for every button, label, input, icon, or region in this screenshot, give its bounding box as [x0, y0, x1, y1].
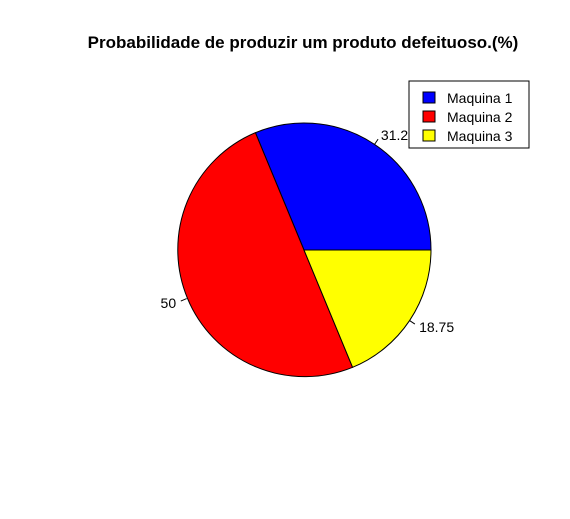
legend: Maquina 1 Maquina 2 Maquina 3 — [408, 80, 530, 149]
legend-label-2: Maquina 2 — [447, 109, 513, 125]
pie-labels: 31.25 50 18.75 — [161, 127, 455, 335]
pie-slice-1 — [254, 122, 432, 251]
pie-slice-3 — [303, 249, 432, 368]
legend-swatch-2 — [422, 110, 436, 123]
pie-label-tick-2 — [180, 298, 187, 302]
pie-slice-2 — [177, 132, 354, 378]
pie-slices — [177, 122, 432, 378]
chart-title: Probabilidade de produzir um produto def… — [88, 33, 519, 52]
legend-label-1: Maquina 1 — [447, 90, 513, 106]
pie-label-tick-3 — [409, 320, 416, 325]
legend-label-3: Maquina 3 — [447, 128, 513, 144]
pie-label-tick-1 — [374, 138, 379, 145]
pie-label-3: 18.75 — [419, 319, 454, 335]
pie-label-1: 31.25 — [381, 127, 416, 143]
pie-label-2: 50 — [161, 295, 177, 311]
legend-swatch-3 — [422, 129, 436, 142]
legend-swatch-1 — [422, 91, 436, 104]
